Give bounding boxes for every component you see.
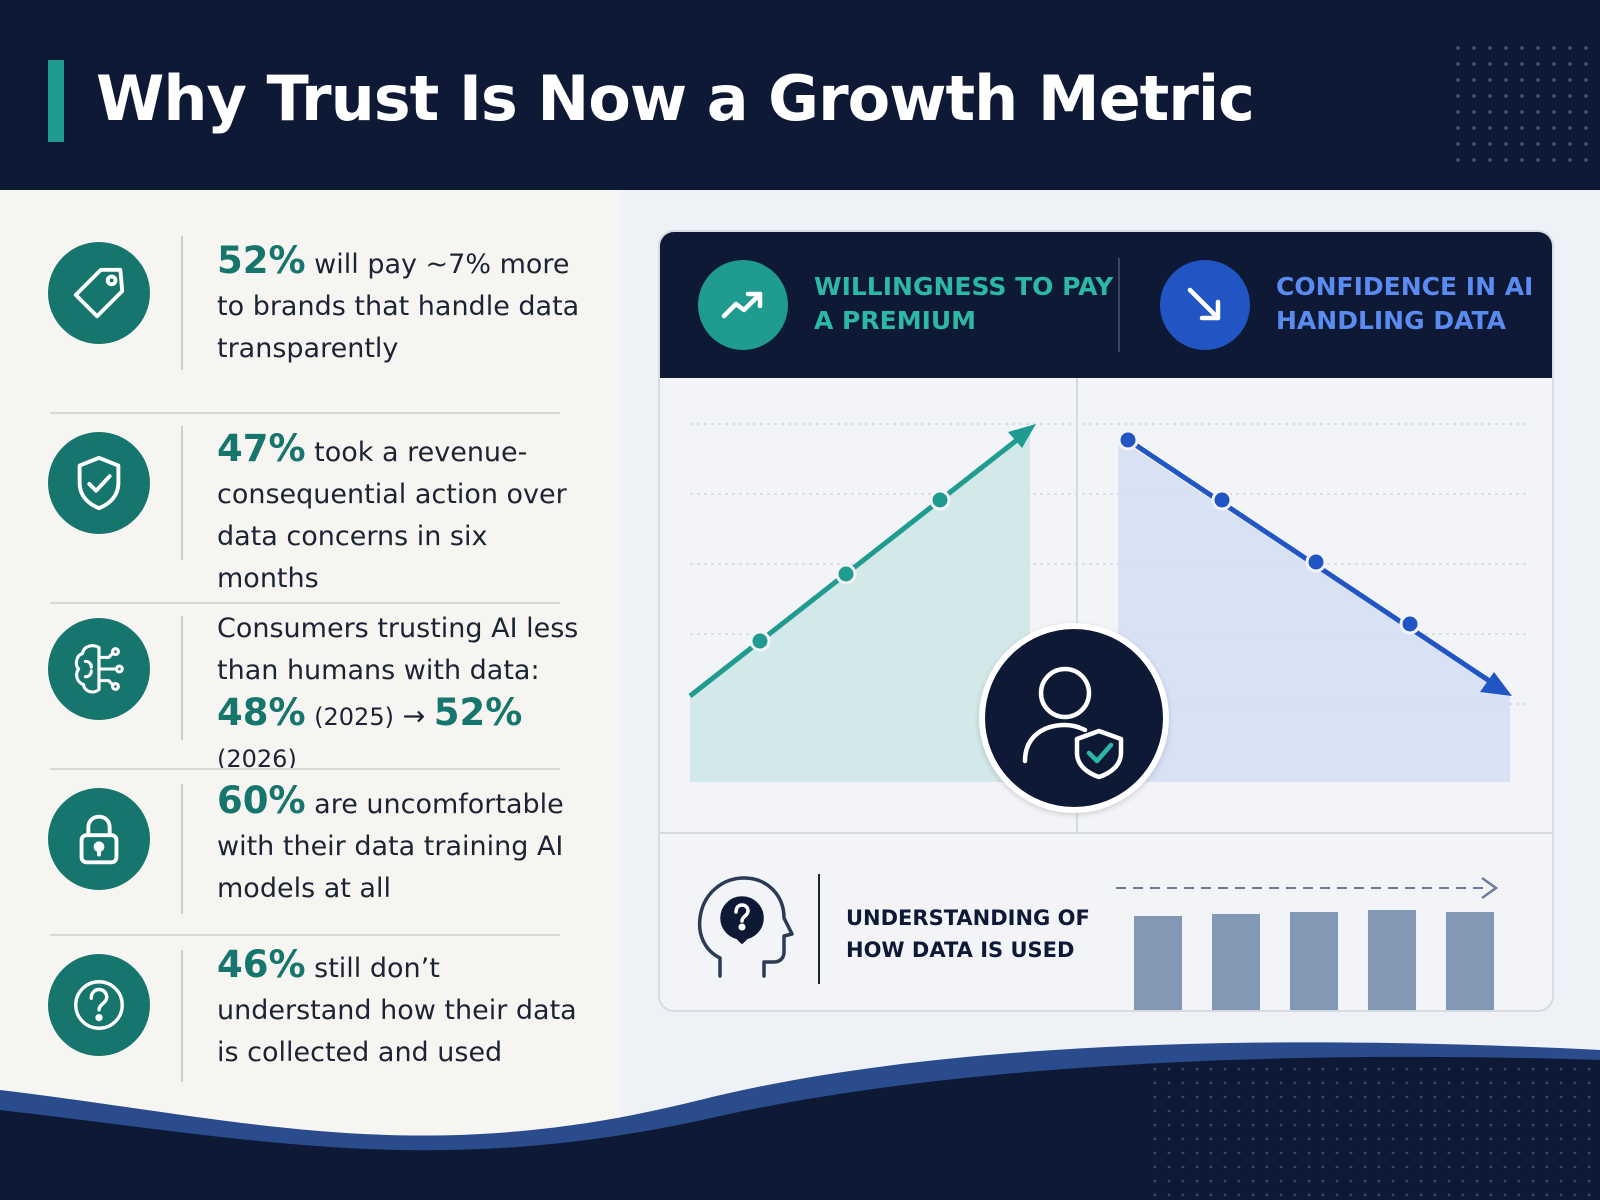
stat-description: Consumers trusting AI less than humans w… (217, 613, 579, 686)
user-shield-icon (979, 623, 1169, 813)
premium-point (835, 563, 857, 585)
price-tag-icon (48, 242, 150, 344)
trend-card: WILLINGNESS TO PAY A PREMIUM CONFIDENCE … (658, 230, 1554, 1012)
premium-area (690, 430, 1030, 782)
padlock-icon (48, 788, 150, 890)
card-header: WILLINGNESS TO PAY A PREMIUM CONFIDENCE … (660, 232, 1552, 378)
stat-description: took a revenue-consequential action over… (217, 437, 567, 594)
understanding-bar (1290, 912, 1338, 1010)
separator (50, 768, 560, 770)
page-title: Why Trust Is Now a Growth Metric (96, 62, 1255, 135)
dot-pattern-decoration (1450, 40, 1600, 170)
stat-highlight: 48% (217, 691, 306, 734)
stat-text: 46% still don’t understand how their dat… (217, 944, 597, 1074)
stat-description: are uncomfortable with their data traini… (217, 789, 564, 904)
premium-label: WILLINGNESS TO PAY A PREMIUM (814, 272, 1114, 335)
stat-highlight: 46% (217, 943, 306, 986)
understanding-bar (1134, 916, 1182, 1010)
separator (50, 934, 560, 936)
divider-line (181, 784, 183, 914)
stat-text: 52% will pay ~7% more to brands that han… (217, 240, 597, 370)
confidence-area (1118, 438, 1510, 782)
premium-point (929, 489, 951, 511)
stat-description: still don’t understand how their data is… (217, 953, 577, 1068)
flat-trend-arrowhead (1481, 876, 1499, 900)
bottom-wave-decoration (0, 1042, 1600, 1200)
premium-arrowhead (1008, 424, 1036, 448)
stat-text: 47% took a revenue-consequential action … (217, 428, 597, 600)
understanding-bar (1446, 912, 1494, 1010)
title-accent-bar (48, 60, 64, 142)
brain-circuit-icon (48, 618, 150, 720)
stats-panel: 52% will pay ~7% more to brands that han… (0, 190, 620, 1200)
understanding-strip: UNDERSTANDING OF HOW DATA IS USED (660, 832, 1552, 1010)
header-divider (1118, 258, 1120, 352)
separator (50, 412, 560, 414)
confidence-point (1305, 551, 1327, 573)
stat-highlight: 52% (433, 691, 523, 734)
confidence-point (1117, 429, 1139, 451)
header-banner: Why Trust Is Now a Growth Metric (0, 0, 1600, 190)
separator (50, 602, 560, 604)
divider-line (181, 950, 183, 1082)
divider-line (181, 616, 183, 740)
understanding-bar (1368, 910, 1416, 1010)
understanding-bar (1212, 914, 1260, 1010)
confidence-point (1211, 489, 1233, 511)
stat-text: 60% are uncomfortable with their data tr… (217, 780, 597, 910)
question-circle-icon (48, 954, 150, 1056)
divider-line (181, 236, 183, 370)
premium-point (749, 630, 771, 652)
trending-down-icon (1160, 260, 1250, 350)
stat-highlight: 60% (217, 779, 306, 822)
stat-highlight: 47% (217, 427, 306, 470)
stat-text: Consumers trusting AI less than humans w… (217, 608, 597, 780)
confidence-point (1399, 613, 1421, 635)
strip-divider (818, 874, 820, 984)
head-question-icon (697, 876, 794, 978)
stat-year: (2025) (314, 703, 394, 731)
shield-check-icon (48, 432, 150, 534)
understanding-label: UNDERSTANDING OF HOW DATA IS USED (846, 906, 1090, 962)
confidence-label: CONFIDENCE IN AI HANDLING DATA (1276, 272, 1534, 335)
trending-up-icon (698, 260, 788, 350)
divider-line (181, 426, 183, 560)
stat-description: will pay ~7% more to brands that handle … (217, 249, 580, 364)
stat-highlight: 52% (217, 239, 306, 282)
understanding-bars (1116, 876, 1499, 1010)
confidence-arrowhead (1480, 672, 1512, 696)
arrow-glyph: → (402, 701, 426, 732)
premium-trend-line (688, 434, 1024, 698)
